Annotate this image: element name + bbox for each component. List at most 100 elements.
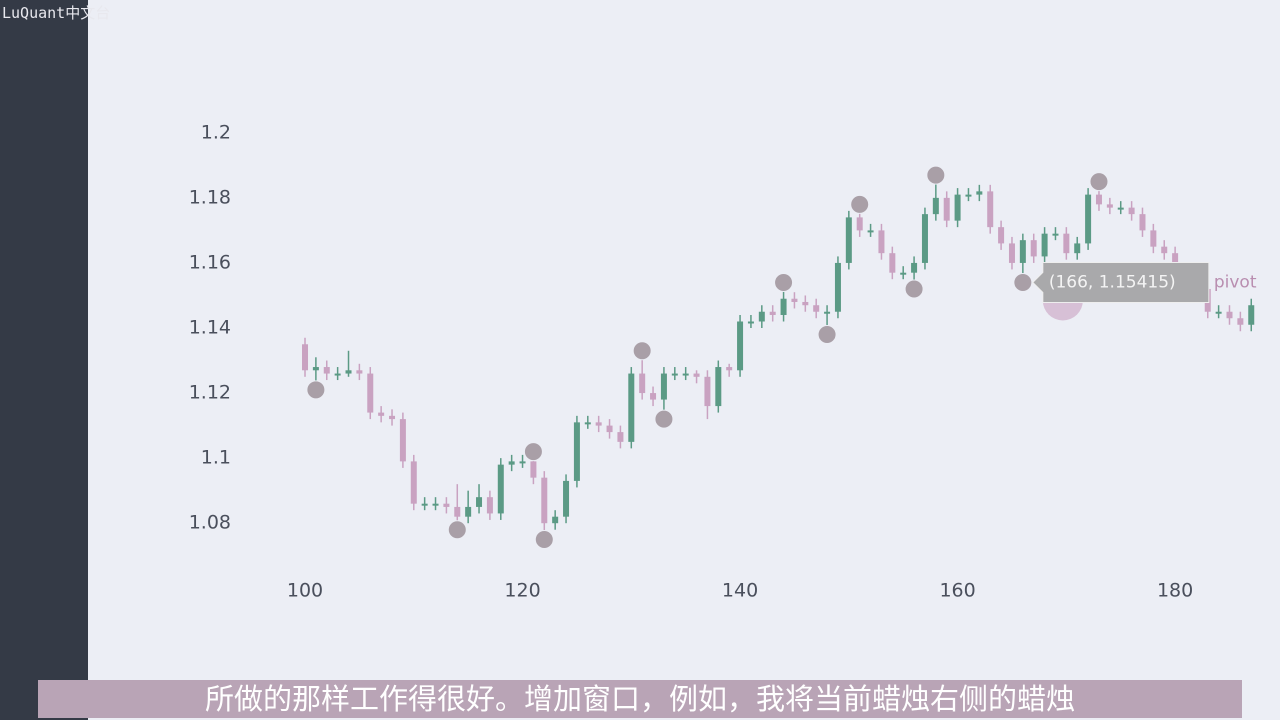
- candle-body: [1063, 233, 1070, 254]
- candle-body: [312, 367, 319, 371]
- candle-body: [965, 194, 972, 197]
- candle-body: [1161, 246, 1168, 254]
- candle-body: [813, 305, 820, 312]
- candle-body: [1030, 240, 1037, 257]
- candle-body: [454, 506, 461, 517]
- candle-body: [758, 311, 765, 322]
- candle-body: [998, 227, 1005, 244]
- y-tick-label: 1.14: [189, 317, 231, 339]
- candle-body: [987, 191, 994, 228]
- candle-body: [747, 321, 754, 324]
- pivot-marker: [774, 272, 794, 292]
- candle-body: [1041, 233, 1048, 257]
- pivot-marker: [632, 341, 652, 361]
- candle-body: [389, 415, 396, 420]
- x-tick-label: 180: [1157, 580, 1193, 602]
- candle-body: [693, 373, 700, 377]
- x-tick-label: 160: [939, 580, 975, 602]
- candle-body: [867, 230, 874, 233]
- series-label: pivot: [1214, 272, 1257, 292]
- candle-body: [715, 367, 722, 407]
- x-tick-label: 100: [287, 580, 323, 602]
- candle-body: [704, 376, 711, 407]
- candle-body: [628, 373, 635, 442]
- tooltip-box: [1032, 261, 1210, 303]
- candle-body: [497, 464, 504, 514]
- y-tick-label: 1.08: [189, 512, 231, 534]
- candle-body: [486, 497, 493, 514]
- candle-body: [1106, 204, 1113, 208]
- candle-body: [856, 217, 863, 231]
- candle-body: [606, 425, 613, 433]
- candle-body: [530, 461, 537, 478]
- pivot-marker: [534, 529, 554, 549]
- brand: LuQuant中文台: [2, 4, 111, 22]
- x-tick-label: 140: [722, 580, 758, 602]
- candle-body: [378, 412, 385, 416]
- candle-body: [367, 373, 374, 413]
- candle-body: [889, 253, 896, 273]
- candle-body: [954, 194, 961, 221]
- candle-body: [1128, 207, 1135, 215]
- candle-body: [802, 301, 809, 306]
- y-tick-label: 1.12: [189, 382, 231, 404]
- pivot-marker: [1089, 172, 1109, 192]
- candle-body: [726, 367, 733, 371]
- candle-body: [769, 311, 776, 315]
- candle-body: [943, 197, 950, 221]
- candle-body: [639, 373, 646, 394]
- candle-body: [595, 422, 602, 426]
- candle-body: [1085, 194, 1092, 244]
- pivot-marker: [817, 325, 837, 345]
- candle-body: [660, 373, 667, 400]
- candle-body: [323, 367, 330, 374]
- x-tick-label: 120: [504, 580, 540, 602]
- candle-body: [1019, 240, 1026, 263]
- candle-body: [443, 503, 450, 507]
- subtitle: 所做的那样工作得很好。增加窗口，例如，我将当前蜡烛右侧的蜡烛: [38, 680, 1242, 718]
- candle-body: [410, 461, 417, 504]
- candle-body: [584, 422, 591, 425]
- candle-body: [650, 393, 657, 400]
- candle-body: [1074, 243, 1081, 254]
- candle-body: [356, 370, 363, 374]
- sidebar: [0, 0, 88, 720]
- candle-body: [563, 480, 570, 517]
- pivot-marker: [850, 194, 870, 214]
- candle-body: [780, 298, 787, 315]
- candle-body: [476, 497, 483, 507]
- y-tick-label: 1.2: [201, 121, 231, 143]
- candle-body: [834, 262, 841, 312]
- candle-body: [1172, 253, 1179, 270]
- candle-body: [508, 461, 515, 465]
- candle-body: [617, 432, 624, 442]
- candle-body: [1226, 311, 1233, 319]
- candle-body: [519, 461, 526, 464]
- candle-body: [1248, 305, 1255, 325]
- tooltip-text: (166, 1.15415): [1049, 272, 1176, 292]
- candle-body: [737, 321, 744, 371]
- candle-body: [1215, 311, 1222, 314]
- y-tick-label: 1.1: [201, 447, 231, 469]
- candle-body: [302, 344, 309, 371]
- candle-body: [552, 516, 559, 524]
- candle-body: [1008, 243, 1015, 263]
- candle-body: [921, 214, 928, 263]
- candle-body: [1052, 233, 1059, 236]
- candle-body: [399, 419, 406, 462]
- pivot-marker: [1013, 272, 1033, 292]
- candle-body: [465, 506, 472, 517]
- candle-body: [900, 272, 907, 275]
- candle-body: [421, 503, 428, 506]
- candle-body: [1150, 230, 1157, 247]
- candle-body: [1139, 214, 1146, 231]
- pivot-marker: [523, 442, 543, 462]
- candle-body: [541, 477, 548, 524]
- candle-body: [432, 503, 439, 506]
- candle-body: [791, 298, 798, 302]
- candle-body: [1237, 318, 1244, 325]
- candle-body: [671, 373, 678, 376]
- pivot-marker: [926, 165, 946, 185]
- pivot-marker: [447, 520, 467, 540]
